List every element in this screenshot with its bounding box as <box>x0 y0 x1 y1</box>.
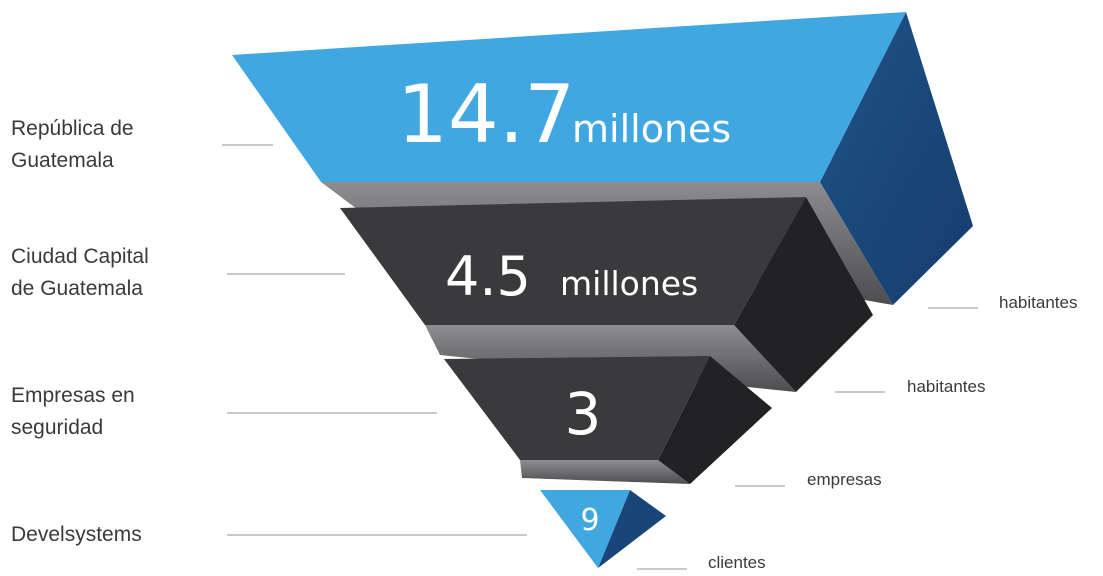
funnel-level-1-suffix: millones <box>572 107 731 151</box>
funnel-level-2-suffix: millones <box>560 264 698 303</box>
level-4-label: Develsystems <box>11 519 142 551</box>
level-3-label: Empresas en seguridad <box>11 380 135 444</box>
level-2-label-line-1: Ciudad Capital <box>11 245 149 268</box>
funnel-level-1-side <box>820 12 973 305</box>
level-1-label-line-1: República de <box>11 117 134 140</box>
level-3-label-line-1: Empresas en <box>11 384 135 407</box>
funnel-level-1-value: 14.7 <box>397 68 575 161</box>
level-1-label-line-2: Guatemala <box>11 149 114 172</box>
funnel-level-4-front <box>540 490 630 568</box>
funnel-level-2-front <box>340 197 806 325</box>
level-4-unit: clientes <box>708 553 766 572</box>
funnel-level-3-front <box>444 356 710 460</box>
level-1-label: República de Guatemala <box>11 113 134 177</box>
funnel-level-3-side <box>658 356 772 484</box>
funnel-level-2-side <box>734 197 873 392</box>
funnel-level-4: 9 <box>540 490 666 568</box>
connector-lines <box>222 144 978 570</box>
funnel-level-1-front <box>232 12 906 182</box>
funnel-level-3: 3 <box>444 356 772 484</box>
level-4-label-line-1: Develsystems <box>11 523 142 546</box>
level-2-unit: habitantes <box>907 377 986 396</box>
level-2-label-line-2: de Guatemala <box>11 277 143 300</box>
funnel-level-3-value: 3 <box>565 380 602 448</box>
level-3-label-line-2: seguridad <box>11 416 104 439</box>
funnel-level-2-value: 4.5 <box>445 245 531 308</box>
level-2-label: Ciudad Capital de Guatemala <box>11 241 149 305</box>
level-1-unit: habitantes <box>999 293 1078 312</box>
funnel-level-3-bottom <box>520 460 690 484</box>
funnel-level-4-value: 9 <box>580 503 599 538</box>
funnel-level-4-side <box>598 490 666 568</box>
level-3-unit: empresas <box>807 470 882 489</box>
